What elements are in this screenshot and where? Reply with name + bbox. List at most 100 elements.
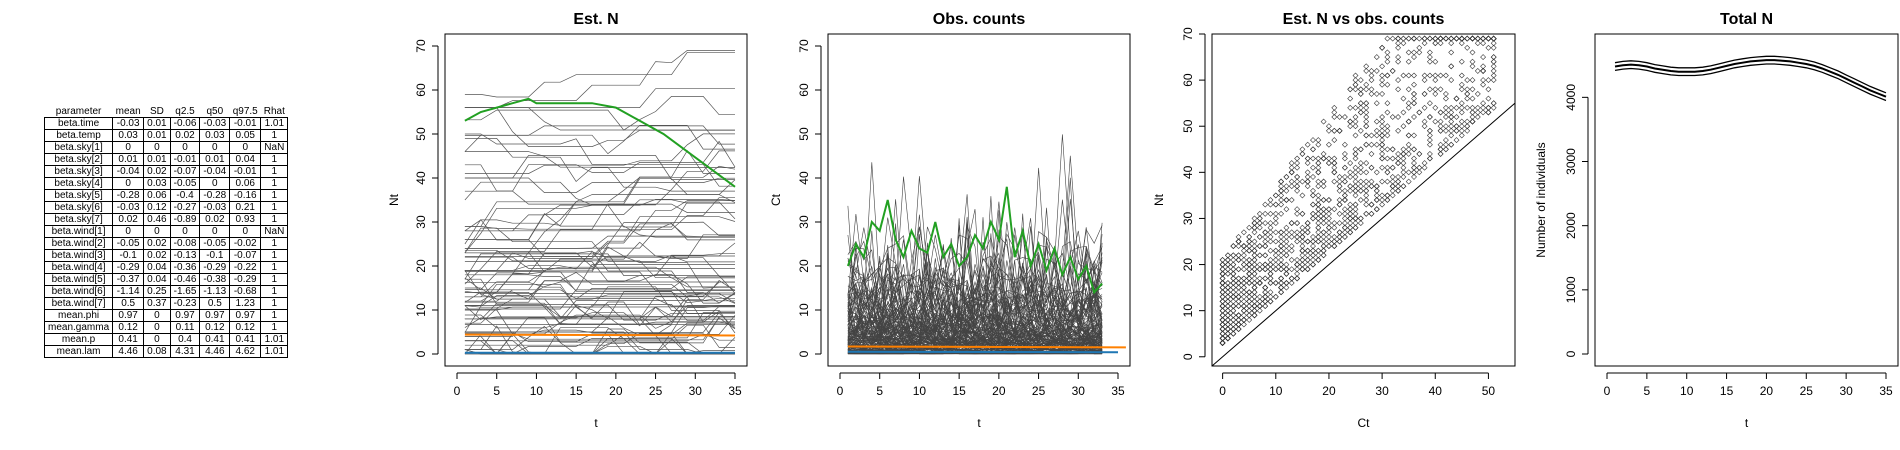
scatter-point [1224,261,1231,268]
scatter-point [1368,210,1375,217]
scatter-point [1325,229,1332,236]
scatter-point [1469,58,1476,65]
scatter-point [1299,150,1306,157]
scatter-point [1490,67,1497,74]
scatter-point [1426,132,1433,139]
scatter-point [1310,146,1316,153]
scatter-point [1453,35,1460,42]
scatter-point [1315,233,1322,240]
scatter-point [1240,312,1247,319]
scatter-point [1437,86,1444,93]
scatter-point [1469,35,1476,42]
table-row: beta.sky[6] -0.03 0.12 -0.27 -0.03 0.21 1 [43,201,289,214]
scatter-point [1421,118,1428,125]
scatter-point [1251,298,1258,305]
scatter-point [1288,247,1295,254]
scatter-point [1272,293,1279,300]
scatter-point [1469,95,1476,102]
scatter-point [1341,164,1348,171]
scatter-point [1416,49,1423,56]
scatter-point [1267,280,1274,286]
scatter-point [1405,132,1412,139]
scatter-point [1352,81,1359,88]
scatter-point [1325,197,1332,203]
scatter-point [1411,100,1417,107]
scatter-point [1320,252,1327,259]
scatter-point [1235,252,1242,259]
scatter-point [1464,127,1471,134]
scatter-point [1283,187,1290,194]
scatter-point [1230,252,1237,259]
scatter-point [1373,132,1380,139]
scatter-point [1395,58,1402,65]
site-trajectory-line [464,304,735,355]
scatter-point [1240,261,1247,268]
scatter-point [1411,146,1417,153]
scatter-point [1384,49,1391,56]
scatter-point [1246,316,1253,323]
scatter-point [1272,220,1279,227]
scatter-point [1235,238,1242,245]
scatter-point [1320,215,1327,222]
scatter-point [1315,201,1322,208]
scatter-point [1363,132,1370,139]
scatter-point [1363,123,1370,130]
scatter-point [1474,40,1481,47]
scatter-point [1267,298,1274,305]
scatter-point [1352,123,1359,130]
scatter-point [1310,261,1316,268]
site-trajectory-line [464,278,735,322]
scatter-point [1373,127,1380,134]
scatter-point [1379,178,1386,185]
scatter-point [1400,183,1407,190]
scatter-point [1288,229,1295,236]
scatter-point [1310,137,1316,144]
scatter-point [1363,141,1370,148]
site-trajectory-line [464,292,735,317]
count-trajectory-line [847,205,1103,344]
y-tick-label: 20 [414,259,428,273]
scatter-point [1363,100,1370,107]
x-tick-label: 5 [1644,384,1651,398]
site-trajectory-line [464,312,735,355]
scatter-point [1352,118,1359,125]
scatter-point [1442,90,1449,97]
x-tick-label: 5 [493,384,500,398]
scatter-point [1464,90,1471,97]
scatter-point [1304,173,1311,180]
site-trajectory-line [464,223,735,271]
scatter-point [1246,280,1253,286]
site-trajectory-line [464,304,736,329]
scatter-point [1315,169,1322,176]
site-trajectory-line [464,235,735,249]
scatter-point [1437,127,1444,134]
scatter-point [1389,173,1396,180]
scatter-point [1469,49,1476,56]
scatter-point [1384,146,1391,153]
scatter-point [1310,238,1316,245]
y-tick-label: 30 [797,215,811,229]
y-tick-label: 0 [797,350,811,357]
scatter-point [1469,35,1476,42]
chart-title: Obs. counts [933,11,1026,28]
scatter-point [1357,109,1364,116]
count-trajectory-line [847,254,1103,340]
scatter-point [1310,146,1316,153]
y-axis-label: Nt [387,193,401,206]
scatter-point [1315,238,1322,245]
scatter-point [1395,187,1402,194]
scatter-point [1363,192,1370,199]
scatter-point [1469,35,1476,42]
scatter-point [1262,201,1269,208]
scatter-point [1448,132,1455,139]
scatter-point [1219,261,1226,268]
scatter-point [1256,243,1263,250]
scatter-point [1219,316,1226,323]
y-tick-label: 4000 [1564,84,1578,111]
scatter-point [1304,141,1311,148]
scatter-point [1405,132,1412,139]
scatter-point [1464,118,1471,125]
table-row: mean.phi 0.97 0 0.97 0.97 0.97 1 [43,309,289,322]
scatter-point [1411,72,1417,79]
scatter-point [1310,201,1316,208]
